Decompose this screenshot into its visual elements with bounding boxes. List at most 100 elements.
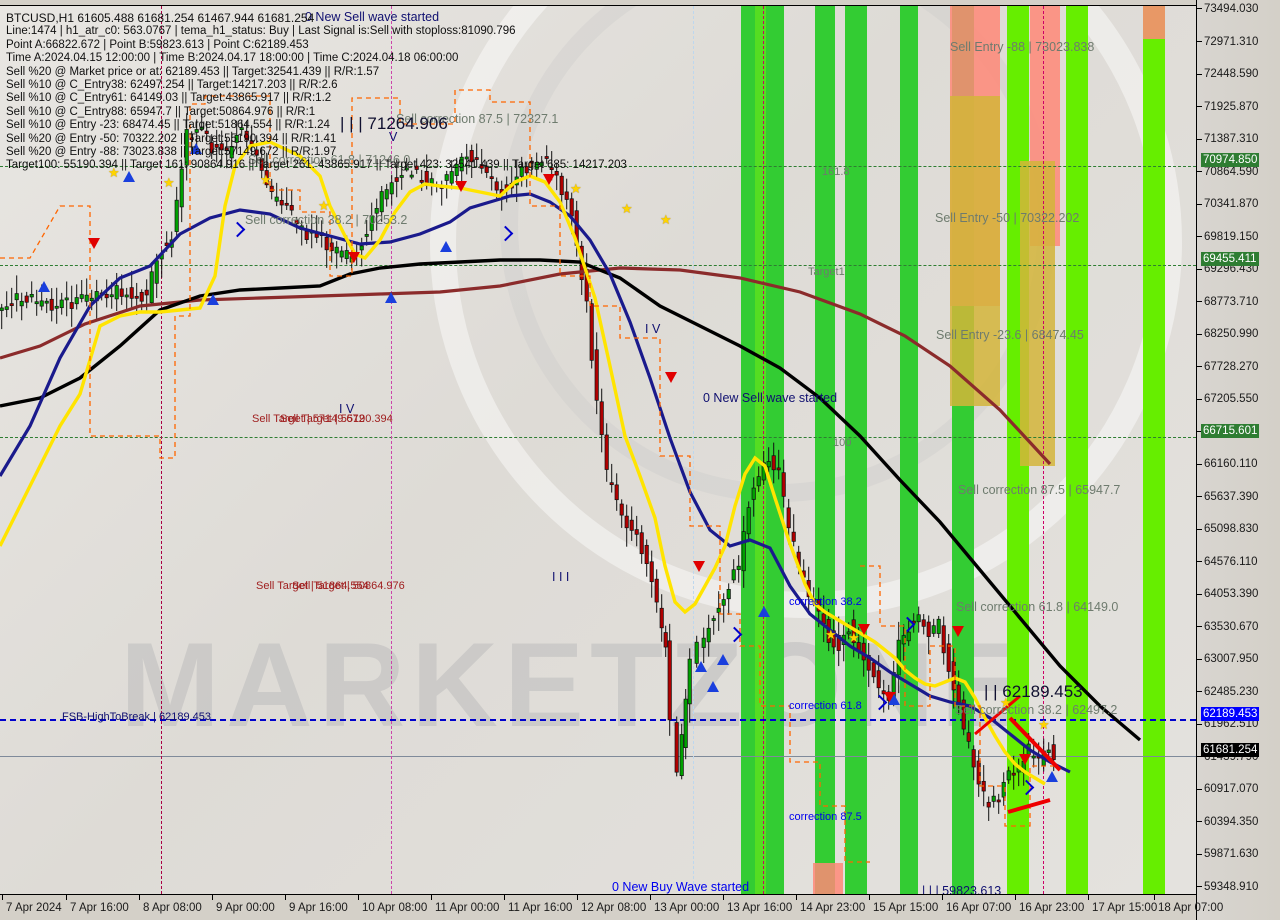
price-tick-label: 65098.830 xyxy=(1204,523,1259,536)
sell-corr-618-low: Sell correction 61.8 | 64149.0 xyxy=(956,600,1119,614)
pivot-star-icon: ★ xyxy=(318,198,330,213)
price-tick: 64053.390 xyxy=(1197,588,1279,600)
chart-info-header: BTCUSD,H1 61605.488 61681.254 61467.944 … xyxy=(6,11,627,173)
price-axis[interactable]: 73494.030 72971.310 72448.590 71925.870 7138… xyxy=(1196,0,1280,920)
price-tick-label: 72448.590 xyxy=(1204,68,1259,81)
time-tick-mark xyxy=(650,895,651,900)
price-tick: 65637.390 xyxy=(1197,491,1279,503)
header-line-5: Sell %10 @ C_Entry38: 62497.254 || Targe… xyxy=(6,79,338,92)
pivot-star-icon: ★ xyxy=(260,172,272,187)
price-highlight-black[interactable]: 61681.254 xyxy=(1201,743,1260,757)
label-59823: | | | 59823.613 xyxy=(922,884,1002,894)
trend-stroke-1 xyxy=(1008,716,1062,772)
time-tick-label: 18 Apr 07:00 xyxy=(1158,902,1224,914)
price-tick: 63007.950 xyxy=(1197,653,1279,665)
header-line-4: Sell %20 @ Market price or at: 62189.453… xyxy=(6,65,380,78)
price-tick: 69819.150 xyxy=(1197,231,1279,243)
label-71264: | | | 71264.906 xyxy=(340,114,448,133)
buy-signal-arrow-icon xyxy=(123,171,135,182)
sell-target-overlap-4: Sell Target | 50864.976 xyxy=(292,580,405,592)
buy-signal-arrow-icon xyxy=(385,292,397,303)
sell-target-overlap-1: Sell Target | 57149.672 xyxy=(252,413,365,425)
sell-signal-arrow-icon xyxy=(455,181,467,192)
price-tick: 66160.110 xyxy=(1197,458,1279,470)
price-tick: 59348.910 xyxy=(1197,881,1279,893)
price-tick-label: 71925.870 xyxy=(1204,100,1259,113)
price-tick-label: 62485.230 xyxy=(1204,685,1259,698)
pivot-star-icon: ★ xyxy=(825,627,837,642)
pivot-star-icon: ★ xyxy=(163,175,175,190)
price-highlight-green[interactable]: 66715.601 xyxy=(1201,424,1260,438)
time-tick-mark xyxy=(139,895,140,900)
zone-gold-1 xyxy=(950,96,1000,406)
price-tick-label: 69296.430 xyxy=(1204,263,1259,276)
sell-signal-arrow-icon xyxy=(665,372,677,383)
header-line-10: Sell %20 @ Entry -88: 73023.838 || Targe… xyxy=(6,146,337,159)
price-highlight-blue[interactable]: 62189.453 xyxy=(1201,707,1260,721)
price-tick: 71387.310 xyxy=(1197,133,1279,145)
time-marker-b xyxy=(391,6,392,894)
buy-signal-arrow-icon xyxy=(440,241,452,252)
trend-stroke-3 xyxy=(974,694,1021,736)
price-highlight-green[interactable]: 69455.411 xyxy=(1201,252,1259,266)
time-tick-label: 13 Apr 00:00 xyxy=(654,902,720,914)
fractal-channel-upper xyxy=(0,89,870,863)
sell-signal-arrow-icon xyxy=(1019,754,1031,765)
price-tick-label: 71387.310 xyxy=(1204,133,1259,146)
time-tick-label: 10 Apr 08:00 xyxy=(362,902,428,914)
sell-signal-arrow-icon xyxy=(348,252,360,263)
price-tick-label: 70341.870 xyxy=(1204,198,1259,211)
price-highlight-green[interactable]: 70974.850 xyxy=(1201,153,1260,167)
time-marker-e xyxy=(1043,6,1044,894)
header-line-11: Target100: 55190.394 || Target 161: 9086… xyxy=(6,159,627,172)
sell-signal-arrow-icon xyxy=(543,174,555,185)
new-sell-wave-top: 0 New Sell wave started xyxy=(305,10,440,24)
price-tick-label: 65637.390 xyxy=(1204,490,1259,503)
time-tick-label: 9 Apr 16:00 xyxy=(289,902,348,914)
time-tick-label: 17 Apr 15:00 xyxy=(1092,902,1158,914)
corr-382-blue: correction 38.2 xyxy=(789,596,862,608)
chart-plot-area[interactable]: MARKETZONE ★ xyxy=(0,6,1196,894)
price-tick-label: 60394.350 xyxy=(1204,815,1259,828)
buy-signal-arrow-icon xyxy=(888,694,900,705)
time-tick-mark xyxy=(66,895,67,900)
pivot-star-icon: ★ xyxy=(108,165,120,180)
sell-signal-arrow-icon xyxy=(952,626,964,637)
buy-signal-arrow-icon xyxy=(207,294,219,305)
time-tick-mark xyxy=(1015,895,1016,900)
price-tick-label: 59348.910 xyxy=(1204,881,1259,893)
plot-top-border xyxy=(0,5,1196,6)
time-axis[interactable]: 7 Apr 2024 7 Apr 16:00 8 Apr 08:00 9 Apr 00… xyxy=(0,894,1223,920)
price-tick-label: 61962.510 xyxy=(1204,718,1259,731)
time-tick-mark xyxy=(577,895,578,900)
time-tick-label: 11 Apr 00:00 xyxy=(435,902,500,914)
price-tick: 72971.310 xyxy=(1197,36,1279,48)
pivot-star-icon: ★ xyxy=(1038,717,1050,732)
time-tick-mark xyxy=(942,895,943,900)
sell-corr-382-low: Sell correction 38.2 | 62497.2 xyxy=(955,703,1118,717)
fractal-channel-lower xyxy=(860,565,1055,827)
wave-IV-mid: I V xyxy=(339,402,355,416)
price-tick-label: 67728.270 xyxy=(1204,360,1259,373)
header-line-7: Sell %10 @ C_Entry88: 65947.7 || Target:… xyxy=(6,105,316,118)
time-marker-a xyxy=(161,6,162,894)
time-tick-mark xyxy=(212,895,213,900)
level-line-66715 xyxy=(0,437,1196,438)
price-tick: 70341.870 xyxy=(1197,198,1279,210)
wave-IV-right: I V xyxy=(645,322,661,336)
trend-stroke-2 xyxy=(1007,798,1051,814)
time-tick-label: 16 Apr 07:00 xyxy=(946,902,1012,914)
price-tick: 73494.030 xyxy=(1197,3,1279,15)
pivot-star-icon: ★ xyxy=(1000,695,1012,710)
sell-target-overlap-2: Sell Target | 55190.394 xyxy=(280,413,393,425)
pivot-star-icon: ★ xyxy=(570,181,582,196)
time-tick-label: 16 Apr 23:00 xyxy=(1019,902,1085,914)
price-tick-label: 70864.590 xyxy=(1204,165,1259,178)
sell-entry-88: Sell Entry -88 | 73023.838 xyxy=(950,40,1095,54)
fib-1618: 161.8 xyxy=(822,166,850,178)
price-tick-label: 73494.030 xyxy=(1204,3,1259,15)
price-tick: 61962.510 xyxy=(1197,718,1279,730)
price-tick: 60917.070 xyxy=(1197,783,1279,795)
buy-signal-arrow-icon xyxy=(758,606,770,617)
price-tick: 59871.630 xyxy=(1197,848,1279,860)
